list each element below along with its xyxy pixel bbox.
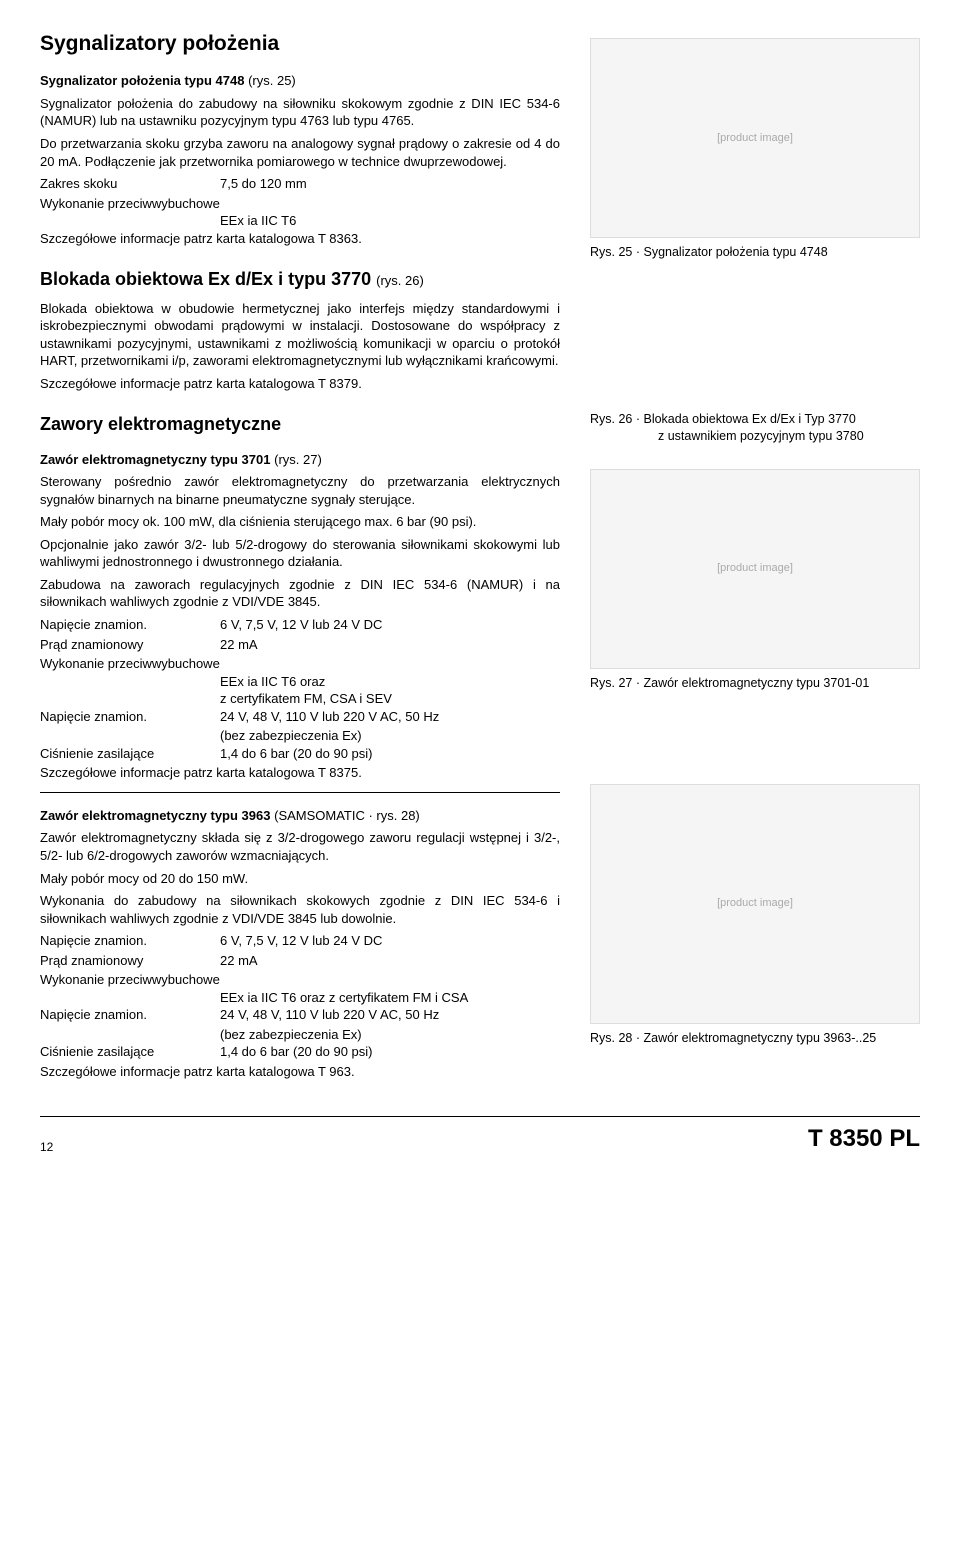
spec-val-prad1: 22 mA — [220, 636, 560, 654]
subhead-3701-suffix: (rys. 27) — [274, 452, 322, 467]
spec-label-cis2: Ciśnienie zasilające — [40, 1043, 220, 1061]
subhead-3963: Zawór elektromagnetyczny typu 3963 (SAMS… — [40, 807, 560, 825]
figure-28-image: [product image] — [590, 784, 920, 1024]
info-s4: Szczegółowe informacje patrz karta katal… — [40, 1063, 560, 1081]
spec-val-nap2b: (bez zabezpieczenia Ex) — [40, 727, 560, 745]
spec-val-wyk3: EEx ia IIC T6 oraz z certyfikatem FM i C… — [40, 989, 560, 1007]
section-title-blokada-label: Blokada obiektowa Ex d/Ex i typu 3770 — [40, 269, 371, 289]
para-s3-4: Zabudowa na zaworach regulacyjnych zgodn… — [40, 576, 560, 611]
page-number: 12 — [40, 1139, 53, 1155]
para-s4-2: Mały pobór mocy od 20 do 150 mW. — [40, 870, 560, 888]
figure-27-image: [product image] — [590, 469, 920, 669]
spec-row: Zakres skoku 7,5 do 120 mm — [40, 175, 560, 193]
figure-26-caption-l2: z ustawnikiem pozycyjnym typu 3780 — [590, 429, 864, 443]
info-s2: Szczegółowe informacje patrz karta katal… — [40, 375, 560, 393]
figure-28-caption: Rys. 28 · Zawór elektromagnetyczny typu … — [590, 1030, 920, 1047]
subhead-3701: Zawór elektromagnetyczny typu 3701 (rys.… — [40, 451, 560, 469]
para-s3-3: Opcjonalnie jako zawór 3/2- lub 5/2-drog… — [40, 536, 560, 571]
spec-val-prad2: 22 mA — [220, 952, 560, 970]
subhead-3963-label: Zawór elektromagnetyczny typu 3963 — [40, 808, 270, 823]
subhead-4748-suffix: (rys. 25) — [248, 73, 296, 88]
para-s2-1: Blokada obiektowa w obudowie hermetyczne… — [40, 300, 560, 370]
spec-row: Napięcie znamion. 24 V, 48 V, 110 V lub … — [40, 1006, 560, 1024]
subhead-4748: Sygnalizator położenia typu 4748 (rys. 2… — [40, 72, 560, 90]
figure-25-image: [product image] — [590, 38, 920, 238]
spec-label-wyk2: Wykonanie przeciwwybuchowe — [40, 655, 560, 673]
figure-25-caption: Rys. 25 · Sygnalizator położenia typu 47… — [590, 244, 920, 261]
figure-27-caption: Rys. 27 · Zawór elektromagnetyczny typu … — [590, 675, 920, 692]
section-title-blokada: Blokada obiektowa Ex d/Ex i typu 3770 (r… — [40, 267, 560, 291]
figure-26-block: Rys. 26 · Blokada obiektowa Ex d/Ex i Ty… — [590, 411, 920, 692]
para-s1-1: Sygnalizator położenia do zabudowy na si… — [40, 95, 560, 130]
spec-val-wyk1: EEx ia IIC T6 — [40, 212, 560, 230]
spec-val-nap4a: 24 V, 48 V, 110 V lub 220 V AC, 50 Hz — [220, 1006, 560, 1024]
subhead-3701-label: Zawór elektromagnetyczny typu 3701 — [40, 452, 270, 467]
spec-label-nap1: Napięcie znamion. — [40, 616, 220, 634]
spec-label-wyk3: Wykonanie przeciwwybuchowe — [40, 971, 560, 989]
figure-25-block: [product image] Rys. 25 · Sygnalizator p… — [590, 38, 920, 261]
info-s1: Szczegółowe informacje patrz karta katal… — [40, 230, 560, 248]
spec-val-skok: 7,5 do 120 mm — [220, 175, 560, 193]
page-footer: 12 T 8350 PL — [40, 1116, 920, 1155]
spec-val-nap2a: 24 V, 48 V, 110 V lub 220 V AC, 50 Hz — [220, 708, 560, 726]
spec-val-cis1: 1,4 do 6 bar (20 do 90 psi) — [220, 745, 560, 763]
spec-row: Prąd znamionowy 22 mA — [40, 952, 560, 970]
figure-28-block: [product image] Rys. 28 · Zawór elektrom… — [590, 784, 920, 1047]
subhead-3963-suffix: (SAMSOMATIC · rys. 28) — [274, 808, 420, 823]
para-s3-1: Sterowany pośrednio zawór elektromagnety… — [40, 473, 560, 508]
spec-label-prad1: Prąd znamionowy — [40, 636, 220, 654]
spec-val-nap1: 6 V, 7,5 V, 12 V lub 24 V DC — [220, 616, 560, 634]
spec-val-nap3: 6 V, 7,5 V, 12 V lub 24 V DC — [220, 932, 560, 950]
spec-label-prad2: Prąd znamionowy — [40, 952, 220, 970]
spec-row: Napięcie znamion. 24 V, 48 V, 110 V lub … — [40, 708, 560, 726]
spec-row: Ciśnienie zasilające 1,4 do 6 bar (20 do… — [40, 1043, 560, 1061]
para-s1-2: Do przetwarzania skoku grzyba zaworu na … — [40, 135, 560, 170]
spec-row: Prąd znamionowy 22 mA — [40, 636, 560, 654]
para-s4-1: Zawór elektromagnetyczny składa się z 3/… — [40, 829, 560, 864]
section-title-sygnalizatory: Sygnalizatory położenia — [40, 30, 560, 58]
section-title-zawory: Zawory elektromagnetyczne — [40, 412, 560, 436]
spec-val-nap4b: (bez zabezpieczenia Ex) — [40, 1026, 560, 1044]
spec-val-cis2: 1,4 do 6 bar (20 do 90 psi) — [220, 1043, 560, 1061]
figure-26-caption-l1: Rys. 26 · Blokada obiektowa Ex d/Ex i Ty… — [590, 412, 856, 426]
spec-val-wyk2b: z certyfikatem FM, CSA i SEV — [40, 690, 560, 708]
spec-label-nap2: Napięcie znamion. — [40, 708, 220, 726]
figure-26-caption: Rys. 26 · Blokada obiektowa Ex d/Ex i Ty… — [590, 411, 920, 445]
spec-label-nap3: Napięcie znamion. — [40, 932, 220, 950]
section-title-blokada-suffix: (rys. 26) — [376, 273, 424, 288]
spec-row: Ciśnienie zasilające 1,4 do 6 bar (20 do… — [40, 745, 560, 763]
doc-id: T 8350 PL — [808, 1123, 920, 1155]
spec-label-wyk1: Wykonanie przeciwwybuchowe — [40, 195, 560, 213]
divider — [40, 792, 560, 793]
spec-row: Napięcie znamion. 6 V, 7,5 V, 12 V lub 2… — [40, 932, 560, 950]
spec-val-wyk2a: EEx ia IIC T6 oraz — [40, 673, 560, 691]
spec-row: Napięcie znamion. 6 V, 7,5 V, 12 V lub 2… — [40, 616, 560, 634]
spec-label-nap4: Napięcie znamion. — [40, 1006, 220, 1024]
para-s3-2: Mały pobór mocy ok. 100 mW, dla ciśnieni… — [40, 513, 560, 531]
spec-label-cis1: Ciśnienie zasilające — [40, 745, 220, 763]
info-s3: Szczegółowe informacje patrz karta katal… — [40, 764, 560, 782]
subhead-4748-label: Sygnalizator położenia typu 4748 — [40, 73, 244, 88]
spec-label-skok: Zakres skoku — [40, 175, 220, 193]
para-s4-3: Wykonania do zabudowy na siłownikach sko… — [40, 892, 560, 927]
